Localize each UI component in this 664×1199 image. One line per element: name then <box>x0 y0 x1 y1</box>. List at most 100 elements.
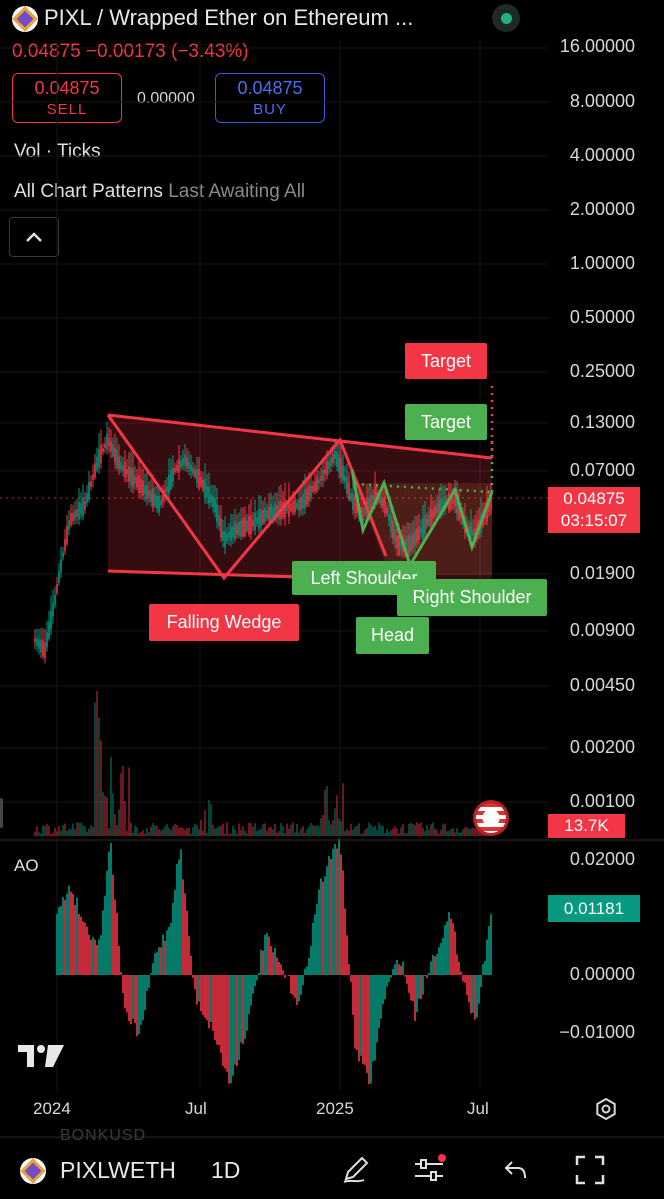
volume-bar <box>74 829 76 836</box>
volume-bar <box>436 829 438 836</box>
volume-bar <box>336 795 338 836</box>
volume-bar <box>380 825 382 836</box>
candle-body <box>388 513 390 521</box>
ao-legend[interactable]: AO <box>14 856 39 875</box>
chart-patterns-name: All Chart Patterns <box>14 181 163 202</box>
volume-bar <box>410 822 412 836</box>
volume-bar <box>394 826 396 836</box>
candle-body <box>368 498 370 512</box>
volume-bar <box>250 823 252 836</box>
fullscreen-icon[interactable] <box>574 1154 606 1186</box>
ao-bar <box>272 952 274 975</box>
price-axis-label: 8.00000 <box>569 91 635 111</box>
ao-bar <box>404 975 406 977</box>
ao-bar <box>418 975 420 999</box>
volume-bar <box>224 833 226 836</box>
candle-body <box>212 495 214 508</box>
ao-bar <box>126 975 128 1013</box>
candle-body <box>168 474 170 494</box>
ao-bar <box>90 939 92 975</box>
volume-bar <box>86 831 88 836</box>
ao-bar <box>470 975 472 1014</box>
collapse-legend-button[interactable] <box>9 217 59 257</box>
volume-bar <box>108 828 110 836</box>
ao-bar <box>330 858 332 975</box>
volume-bar <box>416 822 418 836</box>
buy-button[interactable]: 0.04875 BUY <box>215 73 325 123</box>
ao-bar <box>226 975 228 1072</box>
volume-bar <box>228 833 230 836</box>
ao-bar <box>160 947 162 975</box>
ao-bar <box>484 960 486 975</box>
undo-icon[interactable] <box>502 1156 530 1184</box>
settings-gear-icon[interactable] <box>594 1097 618 1121</box>
candle-body <box>106 434 108 450</box>
volume-bar <box>120 773 122 836</box>
ao-bar <box>380 975 382 1019</box>
chart-patterns-legend[interactable]: All Chart Patterns Last Awaiting All <box>14 181 305 203</box>
ao-bar <box>392 969 394 975</box>
sell-button[interactable]: 0.04875 SELL <box>12 73 122 123</box>
candle-body <box>380 495 382 507</box>
ao-bar <box>274 948 276 975</box>
symbol-button[interactable]: PIXLWETH <box>60 1157 176 1183</box>
candle-body <box>116 449 118 468</box>
ao-bar <box>248 975 250 1015</box>
ao-bar <box>360 975 362 1056</box>
candle-body <box>350 493 352 501</box>
volume-bar <box>456 828 458 836</box>
candle-body <box>332 453 334 463</box>
volume-bar <box>82 825 84 836</box>
volume-bar <box>106 797 108 836</box>
candle-body <box>302 494 304 509</box>
candle-body <box>406 536 408 554</box>
ao-bar <box>216 975 218 1045</box>
ao-bar <box>302 975 304 986</box>
candle-body <box>318 479 320 484</box>
candle-body <box>324 469 326 474</box>
ao-bar <box>364 975 366 1065</box>
volume-bar <box>386 829 388 836</box>
ao-bar <box>176 864 178 975</box>
candle-body <box>86 493 88 503</box>
volume-bar <box>258 829 260 836</box>
ao-bar <box>490 914 492 975</box>
candle-body <box>222 531 224 541</box>
volume-bar <box>362 833 364 836</box>
volume-bar <box>200 820 202 836</box>
volume-bar <box>310 823 312 836</box>
volume-bar <box>412 823 414 836</box>
ao-bar <box>58 906 60 975</box>
candle-body <box>180 460 182 468</box>
ao-bar <box>210 975 212 1022</box>
ao-bar <box>398 964 400 975</box>
candle-body <box>112 444 114 457</box>
indicators-sliders-icon[interactable] <box>412 1153 448 1185</box>
ao-bar <box>86 926 88 975</box>
candle-body <box>354 495 356 514</box>
candle-body <box>430 508 432 526</box>
candle-body <box>378 495 380 503</box>
price-axis-label: 0.25000 <box>569 361 635 381</box>
drawing-pen-icon[interactable] <box>340 1153 372 1185</box>
candle-body <box>458 500 460 520</box>
ao-bar <box>82 921 84 975</box>
ao-bar <box>192 975 194 978</box>
ao-bar <box>382 975 384 1005</box>
head-label: Head <box>356 617 429 654</box>
ao-bar <box>412 975 414 1002</box>
volume-bar <box>208 800 210 836</box>
candle-body <box>194 469 196 477</box>
ao-bar <box>174 889 176 975</box>
symbol-title[interactable]: PIXL / Wrapped Ether on Ethereum ... <box>44 5 414 30</box>
ao-bar <box>428 972 430 975</box>
ao-bar <box>138 975 140 1035</box>
ao-bar <box>340 854 342 975</box>
ao-bar <box>170 922 172 975</box>
volume-bar <box>244 830 246 836</box>
volume-pane-edge-handle[interactable] <box>0 798 3 828</box>
candle-body <box>200 477 202 487</box>
volume-bar <box>176 824 178 836</box>
interval-button[interactable]: 1D <box>211 1157 241 1183</box>
